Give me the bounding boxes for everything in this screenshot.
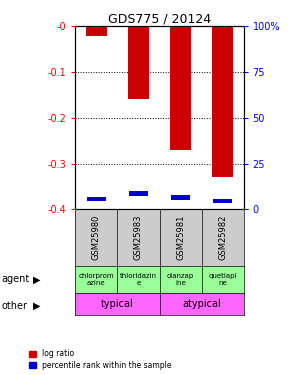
Title: GDS775 / 20124: GDS775 / 20124 <box>108 12 211 25</box>
Bar <box>128 26 149 99</box>
Bar <box>86 26 107 36</box>
Text: ▶: ▶ <box>33 301 41 310</box>
Bar <box>87 197 106 201</box>
Bar <box>171 195 190 200</box>
Bar <box>170 26 191 150</box>
Text: atypical: atypical <box>182 299 221 309</box>
Text: olanzap
ine: olanzap ine <box>167 273 194 286</box>
Text: chlorprom
azine: chlorprom azine <box>79 273 114 286</box>
Bar <box>212 26 233 177</box>
Text: agent: agent <box>1 274 30 284</box>
Text: GSM25982: GSM25982 <box>218 215 227 260</box>
Bar <box>213 199 232 203</box>
Text: GSM25980: GSM25980 <box>92 215 101 260</box>
Legend: log ratio, percentile rank within the sample: log ratio, percentile rank within the sa… <box>27 348 173 371</box>
Text: GSM25983: GSM25983 <box>134 215 143 261</box>
Text: thioridazin
e: thioridazin e <box>120 273 157 286</box>
Text: other: other <box>1 301 28 310</box>
Text: quetiapi
ne: quetiapi ne <box>208 273 237 286</box>
Text: typical: typical <box>101 299 134 309</box>
Text: ▶: ▶ <box>33 274 41 284</box>
Text: GSM25981: GSM25981 <box>176 215 185 260</box>
Bar <box>129 191 148 196</box>
